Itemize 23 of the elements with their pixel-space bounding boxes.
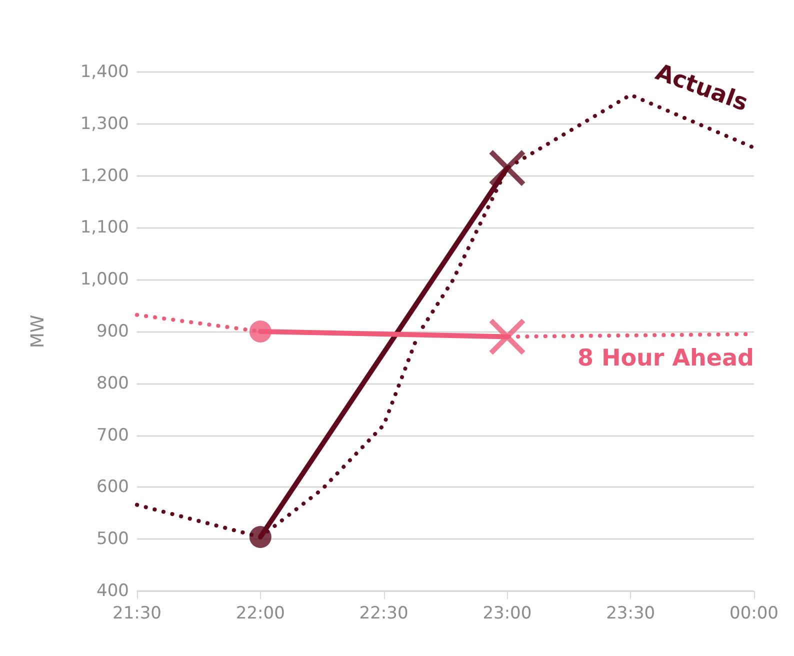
point <box>489 150 526 186</box>
y-tick-label: 1,400 <box>80 62 129 82</box>
x-tick-label: 22:00 <box>236 604 285 624</box>
y-tick-label: 1,000 <box>80 270 129 290</box>
y-tick-label: 900 <box>96 322 129 342</box>
x-tick-label: 00:00 <box>730 604 778 624</box>
x-tick-label: 23:00 <box>482 604 532 624</box>
y-tick-label: 1,100 <box>80 218 129 238</box>
y-tick-label: 1,300 <box>80 114 129 134</box>
y-tick-label: 1,200 <box>80 166 129 186</box>
y-tick-label: 800 <box>96 373 129 394</box>
point <box>489 318 526 355</box>
y-tick-label: 600 <box>96 477 129 498</box>
point <box>249 320 272 342</box>
point <box>249 526 272 548</box>
y-tick-label: 500 <box>96 529 129 550</box>
y-tick-label: 700 <box>96 425 129 446</box>
y-axis-title: MW <box>28 314 48 348</box>
y-tick-label: 400 <box>96 581 129 601</box>
series-label: 8 Hour Ahead <box>577 346 754 372</box>
x-tick-label: 23:30 <box>606 604 656 624</box>
x-tick-label: 22:30 <box>359 604 408 624</box>
x-tick-label: 21:30 <box>112 604 162 624</box>
